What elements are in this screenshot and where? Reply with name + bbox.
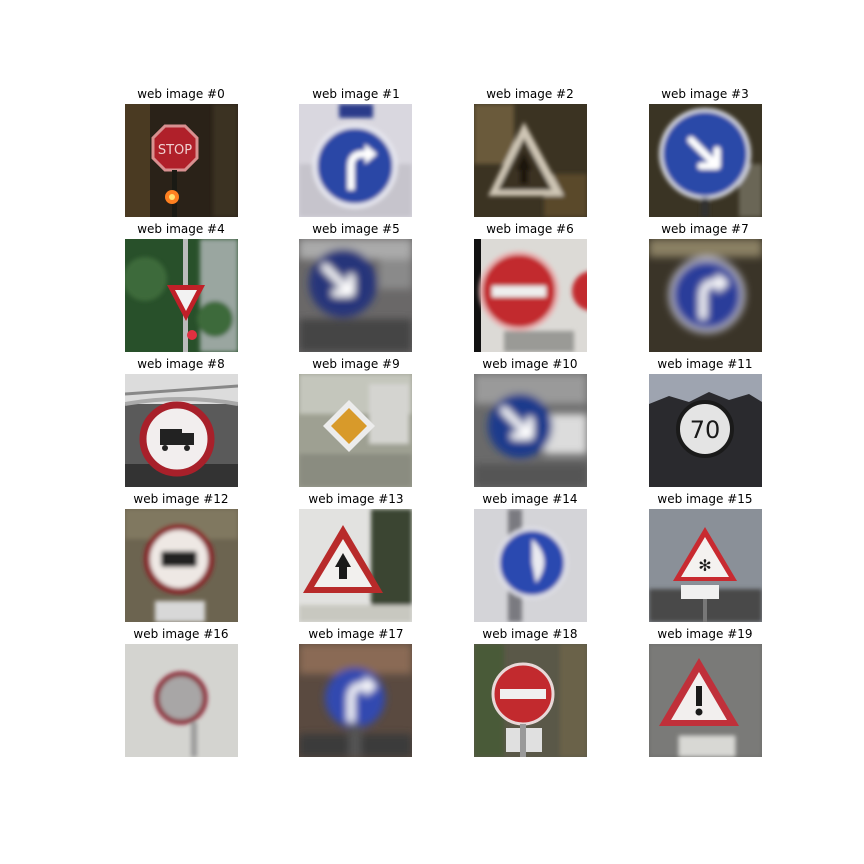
image-title: web image #11 [657, 357, 753, 371]
image-title: web image #15 [657, 492, 753, 506]
sign-image [299, 239, 412, 352]
image-title: web image #6 [486, 222, 574, 236]
image-title: web image #0 [137, 87, 225, 101]
image-title: web image #5 [312, 222, 400, 236]
sign-image: 70 [649, 374, 762, 487]
sign-image [299, 509, 412, 622]
image-title: web image #2 [486, 87, 574, 101]
sign-image [474, 239, 587, 352]
sign-image [125, 374, 238, 487]
svg-text:70: 70 [690, 416, 721, 444]
sign-image [125, 239, 238, 352]
sign-image [299, 104, 412, 217]
image-title: web image #7 [661, 222, 749, 236]
sign-image [299, 374, 412, 487]
svg-text:✻: ✻ [698, 556, 711, 575]
sign-image [125, 509, 238, 622]
sign-image [474, 374, 587, 487]
image-title: web image #12 [133, 492, 229, 506]
sign-image [125, 644, 238, 757]
sign-image [649, 104, 762, 217]
sign-image [474, 644, 587, 757]
image-title: web image #16 [133, 627, 229, 641]
image-title: web image #19 [657, 627, 753, 641]
image-title: web image #3 [661, 87, 749, 101]
image-title: web image #18 [482, 627, 578, 641]
sign-image: ✻ [649, 509, 762, 622]
image-title: web image #8 [137, 357, 225, 371]
image-title: web image #13 [308, 492, 404, 506]
image-title: web image #1 [312, 87, 400, 101]
svg-text:STOP: STOP [158, 143, 192, 158]
sign-image [474, 509, 587, 622]
sign-image [649, 239, 762, 352]
image-title: web image #4 [137, 222, 225, 236]
image-title: web image #9 [312, 357, 400, 371]
image-title: web image #14 [482, 492, 578, 506]
sign-image [474, 104, 587, 217]
image-title: web image #17 [308, 627, 404, 641]
sign-image [299, 644, 412, 757]
sign-image: STOP [125, 104, 238, 217]
sign-image [649, 644, 762, 757]
image-title: web image #10 [482, 357, 578, 371]
